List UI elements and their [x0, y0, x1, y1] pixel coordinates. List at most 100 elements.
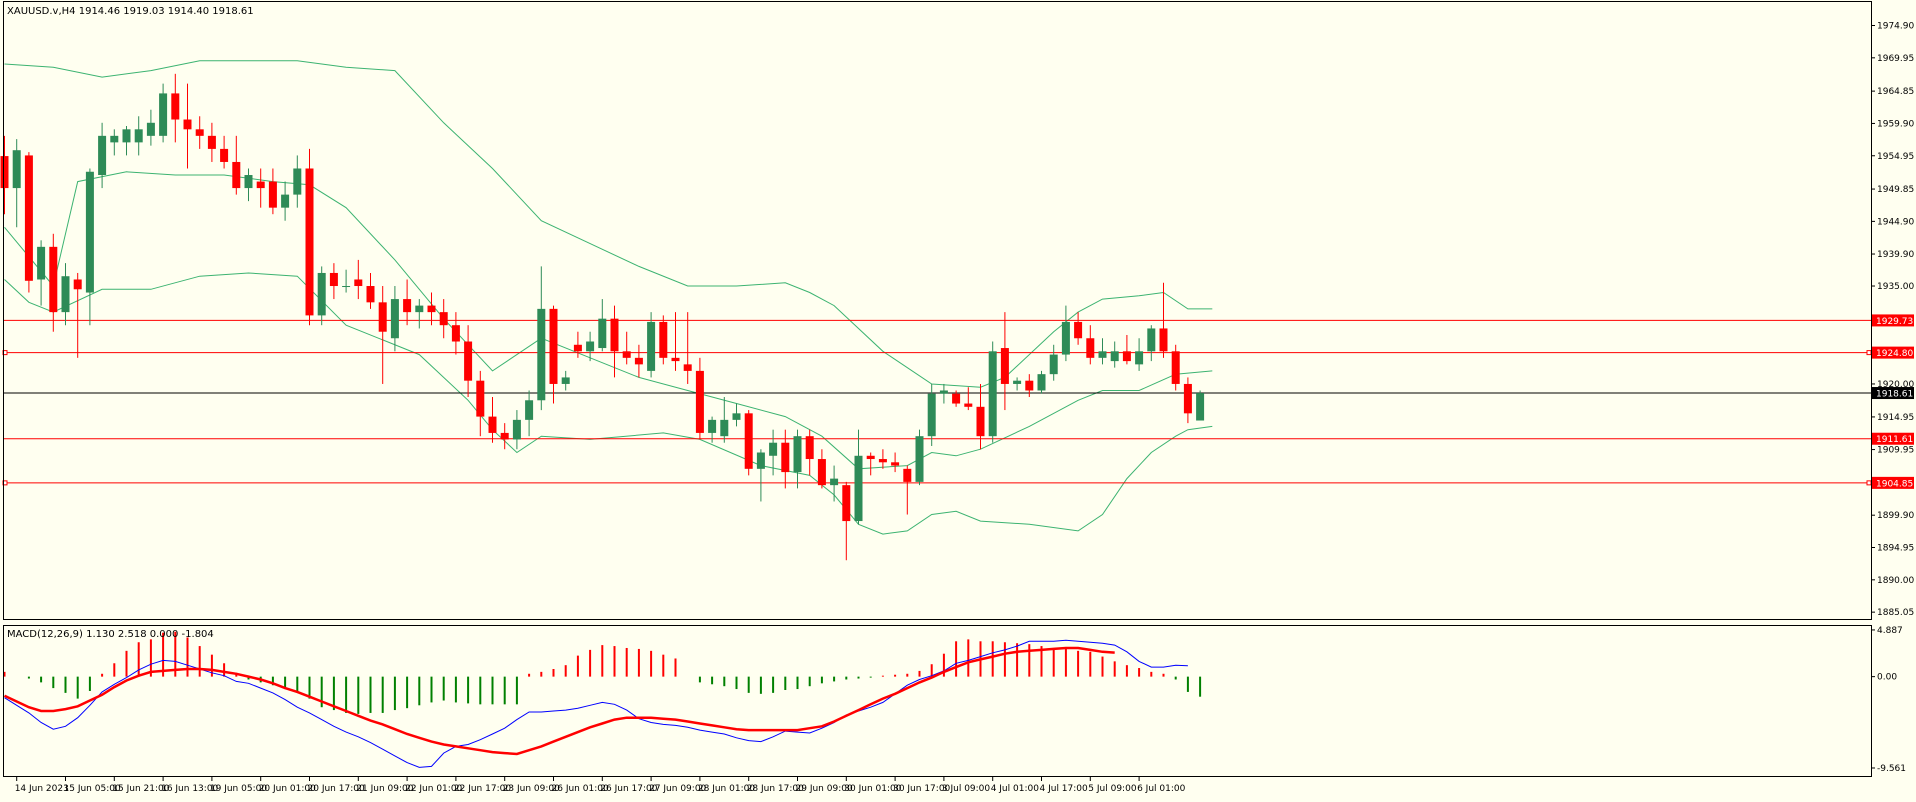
candle-body [610, 318, 619, 352]
time-tick-label[interactable]: 4 Jul 17:00 [1040, 784, 1089, 794]
candle-body [659, 321, 668, 358]
candle-body [634, 357, 643, 365]
candle-body [464, 341, 473, 381]
time-tick-label[interactable]: 6 Jul 01:00 [1137, 784, 1186, 794]
candle-body [952, 393, 961, 404]
time-tick-label[interactable]: 15 Jun 05:00 [64, 784, 121, 794]
time-tick-label[interactable]: 3 Jul 09:00 [942, 784, 991, 794]
time-tick-label[interactable]: 4 Jul 01:00 [991, 784, 1040, 794]
candle-body [708, 419, 717, 433]
candle-body [12, 150, 21, 189]
candle-body [525, 400, 534, 420]
level-price-tag-bg[interactable] [1872, 432, 1914, 445]
candle-body [769, 442, 778, 456]
time-tick-label[interactable]: 14 Jun 2023 [15, 784, 69, 794]
candle-body [1013, 380, 1022, 384]
time-tick-label[interactable]: 28 Jun 01:00 [698, 784, 755, 794]
price-tick-label: 1894.95 [1877, 544, 1914, 554]
time-tick-label[interactable]: 16 Jun 13:00 [161, 784, 218, 794]
time-tick-label[interactable]: 15 Jun 21:00 [112, 784, 169, 794]
candle-body [366, 286, 375, 303]
price-tick-label: 1914.95 [1877, 413, 1914, 423]
candle-body [781, 442, 790, 473]
candle-body [159, 93, 168, 136]
level-price-tag[interactable]: 1929.73 [1876, 317, 1913, 327]
level-price-tag-bg[interactable] [1872, 476, 1914, 489]
candle-body [476, 380, 485, 417]
candle-body [256, 181, 265, 189]
candle-body [561, 377, 570, 384]
price-tick-label: 1909.95 [1877, 446, 1914, 456]
candle-body [1110, 351, 1119, 362]
candle-body [756, 452, 765, 469]
candle-body [805, 436, 814, 460]
time-tick-label[interactable]: 20 Jun 17:00 [308, 784, 365, 794]
macd-tick-label: 4.887 [1877, 626, 1903, 636]
band-lower-line [4, 272, 1213, 535]
candle-body [195, 129, 204, 136]
candle-body [683, 364, 692, 371]
candle-body [1171, 351, 1180, 384]
candle-body [1000, 348, 1009, 384]
candle-body [622, 351, 631, 358]
candle-body [891, 462, 900, 466]
time-tick-label[interactable]: 23 Jun 09:00 [503, 784, 560, 794]
price-tick-label: 1969.95 [1877, 54, 1914, 64]
candle-body [134, 129, 143, 143]
candle-body [415, 305, 424, 313]
candle-body [842, 485, 851, 522]
level-price-tag[interactable]: 1904.85 [1876, 479, 1913, 489]
candle-body [73, 279, 82, 290]
candle-body [207, 135, 216, 149]
candle-body [671, 357, 680, 362]
level-anchor-right[interactable] [1866, 480, 1872, 486]
candle-body [305, 168, 314, 316]
level-price-tag-bg[interactable] [1872, 314, 1914, 327]
candle-body [647, 321, 656, 371]
candle-body [378, 302, 387, 332]
candle-body [85, 171, 94, 293]
symbol-header: XAUUSD.v,H4 1914.46 1919.03 1914.40 1918… [7, 6, 254, 17]
candle-body [1183, 383, 1192, 414]
candle-body [500, 432, 509, 440]
macd-tick-label: -9.561 [1877, 764, 1906, 774]
candle-body [903, 468, 912, 482]
level-price-tag-bg[interactable] [1872, 346, 1914, 359]
price-tick-label: 1935.00 [1877, 282, 1914, 292]
time-tick-label[interactable]: 20 Jun 01:00 [259, 784, 316, 794]
bollinger-bands [4, 60, 1213, 535]
candle-body [110, 135, 119, 143]
price-tick-label: 1944.90 [1877, 217, 1914, 227]
time-tick-label[interactable]: 26 Jun 01:00 [552, 784, 609, 794]
time-tick-label[interactable]: 21 Jun 09:00 [356, 784, 413, 794]
current-price-tag[interactable]: 1918.61 [1876, 390, 1913, 400]
time-tick-label[interactable]: 26 Jun 17:00 [600, 784, 657, 794]
current-price-tag-bg[interactable] [1872, 387, 1914, 400]
level-anchor-right[interactable] [1866, 350, 1872, 356]
candle-body [1049, 354, 1058, 375]
candle-body [98, 135, 107, 176]
time-tick-label[interactable]: 30 Jun 17:00 [893, 784, 950, 794]
time-tick-label[interactable]: 29 Jun 09:00 [796, 784, 853, 794]
candle-body [244, 175, 253, 189]
horizontal-levels[interactable] [2, 319, 1872, 486]
candle-body [183, 119, 192, 130]
time-tick-label[interactable]: 19 Jun 05:00 [210, 784, 267, 794]
candle-body [171, 93, 180, 120]
time-tick-label[interactable]: 5 Jul 09:00 [1088, 784, 1137, 794]
time-tick-label[interactable]: 30 Jun 01:00 [844, 784, 901, 794]
time-tick-label[interactable]: 22 Jun 01:00 [405, 784, 462, 794]
level-price-tag[interactable]: 1924.80 [1876, 349, 1913, 359]
time-tick-label[interactable]: 22 Jun 17:00 [454, 784, 511, 794]
candle-body [220, 148, 229, 162]
candle-body [988, 351, 997, 437]
time-tick-label[interactable]: 28 Jun 17:00 [747, 784, 804, 794]
price-axis[interactable]: 1974.90 1969.95 1964.85 1959.90 1954.95 1949.… [1871, 22, 1914, 619]
time-tick-label[interactable]: 27 Jun 09:00 [649, 784, 706, 794]
level-price-tag[interactable]: 1911.61 [1876, 435, 1913, 445]
candle-body [1074, 321, 1083, 339]
candle-body [268, 181, 277, 208]
